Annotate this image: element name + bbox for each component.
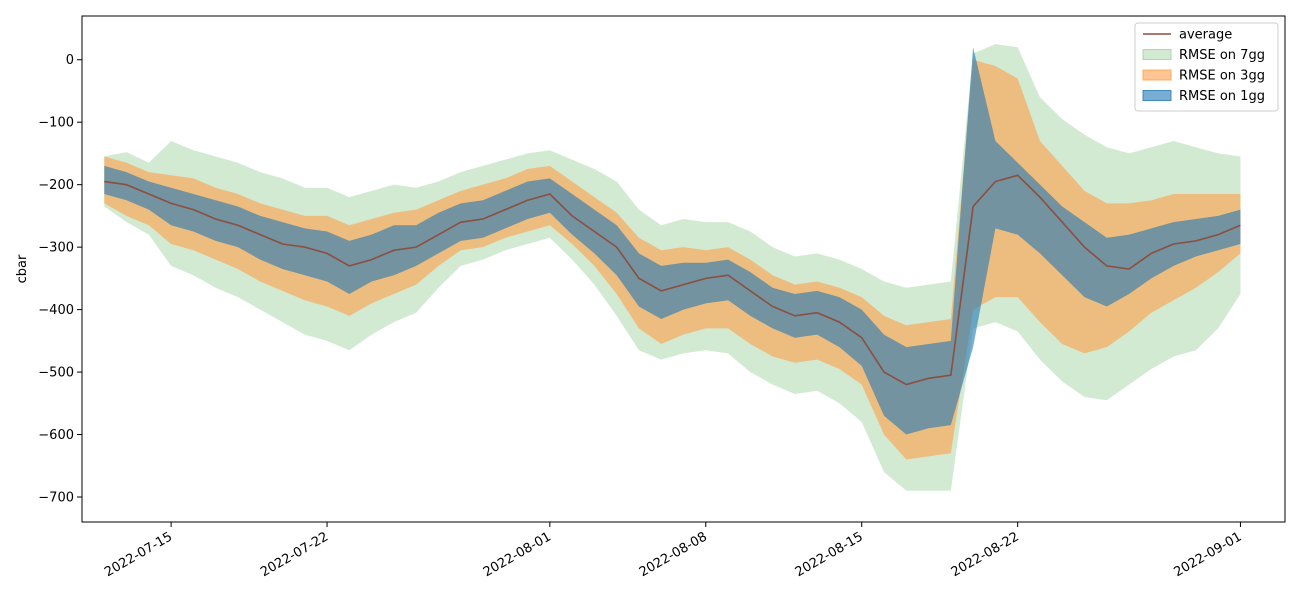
legend-swatch-rmse-1gg [1142, 90, 1172, 101]
y-tick-label: 0 [66, 53, 74, 68]
y-axis: 0 −100 −200 −300 −400 −500 −600 −700 [38, 53, 82, 506]
legend-swatch-rmse-7gg [1142, 49, 1172, 60]
y-axis-label: cbar [15, 254, 30, 283]
legend-label: RMSE on 3gg [1179, 69, 1265, 84]
legend: average RMSE on 7gg RMSE on 3gg RMSE on 1gg [1134, 22, 1279, 112]
y-tick-label: −400 [38, 303, 74, 318]
legend-swatch-rmse-3gg [1142, 69, 1172, 81]
y-tick-label: −300 [38, 241, 74, 256]
average-line [104, 174, 1241, 386]
y-tick-label: −200 [38, 178, 74, 193]
plot-frame [81, 15, 1286, 523]
y-tick-label: −500 [38, 366, 74, 381]
legend-label: RMSE on 1gg [1179, 89, 1265, 104]
legend-box [1134, 22, 1279, 112]
lines-group [104, 174, 1241, 386]
legend-label: average [1179, 28, 1232, 43]
legend-label: RMSE on 7gg [1179, 48, 1265, 63]
y-tick-label: −700 [38, 491, 74, 506]
y-tick-label: −600 [38, 428, 74, 443]
y-tick-label: −100 [38, 116, 74, 131]
